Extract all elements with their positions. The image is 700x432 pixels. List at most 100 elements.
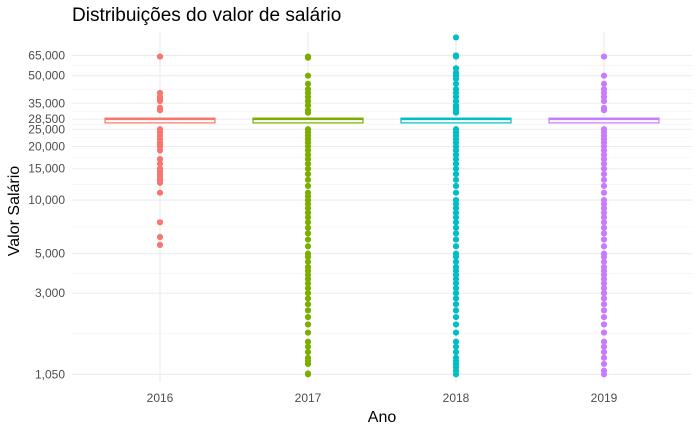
y-tick-label: 65,000	[28, 48, 65, 62]
outlier-point	[304, 230, 312, 237]
x-axis-ticks: 2016 2017 2018 2019	[147, 391, 618, 405]
outlier-point	[600, 348, 608, 356]
outlier-point	[304, 54, 312, 61]
outlier-point	[600, 258, 608, 265]
outlier-point	[600, 230, 608, 237]
y-tick-label: 20,000	[28, 140, 65, 154]
plot-marks	[104, 34, 660, 378]
outlier-point	[600, 165, 608, 172]
outlier-point	[156, 53, 164, 60]
outlier-point	[304, 371, 312, 378]
outlier-point	[304, 80, 312, 87]
outlier-point	[452, 155, 460, 163]
outlier-point	[600, 224, 608, 231]
outlier-point	[452, 313, 460, 321]
outlier-point	[452, 285, 460, 292]
outlier-point	[156, 219, 164, 226]
outlier-point	[304, 219, 312, 226]
outlier-point	[600, 243, 608, 250]
outlier-point	[304, 338, 312, 345]
outlier-point	[452, 371, 460, 378]
outlier-point	[452, 290, 460, 297]
y-tick-label: 3,000	[35, 286, 65, 300]
outlier-point	[156, 233, 164, 241]
outlier-point	[304, 348, 312, 356]
outlier-point	[452, 280, 460, 287]
outlier-point	[304, 301, 312, 308]
outlier-point	[156, 160, 164, 167]
outlier-point	[452, 65, 460, 72]
outlier-point	[600, 160, 608, 167]
outlier-point	[600, 155, 608, 163]
series-2017	[252, 53, 364, 378]
outlier-point	[304, 258, 312, 265]
outlier-point	[156, 147, 164, 154]
series-2016	[104, 53, 216, 248]
outlier-point	[304, 280, 312, 287]
outlier-point	[156, 155, 164, 163]
outlier-point	[600, 107, 608, 114]
outlier-point	[304, 343, 312, 350]
y-tick-label: 28,500	[28, 112, 65, 126]
outlier-point	[304, 209, 312, 216]
outlier-point	[452, 176, 460, 183]
outlier-point	[600, 214, 608, 221]
outlier-point	[600, 97, 608, 105]
outlier-point	[600, 354, 608, 361]
outlier-point	[304, 307, 312, 314]
outlier-point	[304, 275, 312, 283]
outlier-point	[452, 34, 460, 41]
outlier-point	[304, 97, 312, 105]
outlier-point	[304, 224, 312, 231]
outlier-point	[600, 170, 608, 178]
y-tick-label: 10,000	[28, 193, 65, 207]
outlier-point	[600, 219, 608, 226]
outlier-point	[452, 301, 460, 308]
outlier-point	[452, 53, 460, 60]
x-tick-label: 2016	[147, 391, 174, 405]
outlier-point	[600, 329, 608, 336]
outlier-point	[600, 295, 608, 302]
outlier-point	[304, 165, 312, 172]
y-tick-label: 50,000	[28, 69, 65, 83]
outlier-point	[452, 348, 460, 356]
outlier-point	[156, 97, 164, 105]
outlier-point	[600, 301, 608, 308]
outlier-point	[452, 75, 460, 82]
outlier-point	[304, 205, 312, 212]
outlier-point	[600, 151, 608, 158]
outlier-point	[156, 107, 164, 114]
outlier-point	[452, 170, 460, 178]
outlier-point	[600, 338, 608, 345]
outlier-point	[600, 321, 608, 328]
outlier-point	[600, 290, 608, 297]
outlier-point	[304, 236, 312, 243]
outlier-point	[452, 343, 460, 350]
outlier-point	[600, 236, 608, 243]
outlier-point	[452, 214, 460, 221]
y-tick-label: 25,000	[28, 122, 65, 136]
outlier-point	[304, 321, 312, 328]
outlier-point	[600, 275, 608, 283]
outlier-point	[304, 285, 312, 292]
outlier-point	[452, 243, 460, 250]
outlier-point	[452, 109, 460, 116]
x-axis-title: Ano	[368, 409, 397, 426]
outlier-point	[600, 182, 608, 190]
outlier-point	[304, 329, 312, 336]
outlier-point	[304, 72, 312, 79]
outlier-point	[304, 102, 312, 109]
outlier-point	[156, 179, 164, 186]
outlier-point	[600, 189, 608, 196]
outlier-point	[452, 230, 460, 237]
outlier-point	[452, 295, 460, 302]
x-tick-label: 2017	[295, 391, 322, 405]
y-tick-label: 1,050	[35, 367, 65, 381]
outlier-point	[600, 307, 608, 314]
outlier-point	[304, 253, 312, 260]
outlier-point	[304, 170, 312, 178]
outlier-point	[452, 275, 460, 283]
outlier-point	[452, 236, 460, 243]
x-tick-label: 2018	[443, 391, 470, 405]
